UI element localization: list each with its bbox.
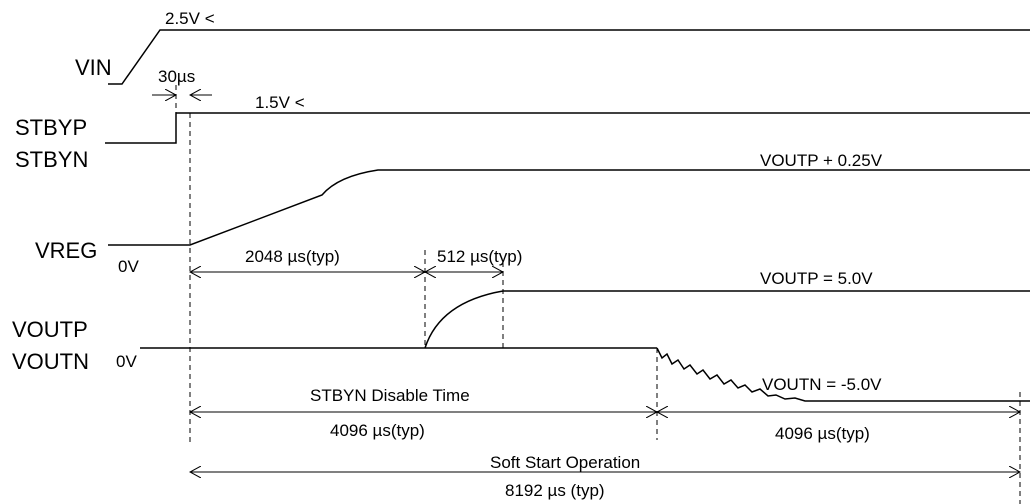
- voutp-wave: [140, 290, 1030, 349]
- timing-label: STBYN Disable Time: [310, 386, 470, 405]
- stby-wave: [105, 112, 1030, 144]
- voutn-wave: [656, 347, 1030, 402]
- signal-label: VOUTN: [12, 349, 89, 374]
- timing-label: 30µs: [158, 67, 195, 86]
- vreg-wave: [108, 169, 1030, 246]
- level-label: VOUTN = -5.0V: [762, 375, 882, 394]
- level-label: VOUTP = 5.0V: [760, 269, 873, 288]
- timing-label: 4096 µs(typ): [775, 424, 870, 443]
- level-label: 2.5V <: [165, 9, 215, 28]
- vin-wave: [108, 29, 1030, 85]
- timing-label: 512 µs(typ): [437, 247, 522, 266]
- signal-label: STBYP: [15, 115, 87, 140]
- signal-label: VOUTP: [12, 317, 88, 342]
- signal-label: VIN: [75, 55, 112, 80]
- timing-label: 2048 µs(typ): [245, 247, 340, 266]
- level-label: 1.5V <: [255, 93, 305, 112]
- timing-label: 8192 µs (typ): [505, 481, 605, 500]
- signal-label: VREG: [35, 238, 97, 263]
- level-label: 0V: [118, 257, 139, 276]
- arrows: [152, 95, 1020, 472]
- guide: [175, 85, 1021, 504]
- timing-label: Soft Start Operation: [490, 453, 640, 472]
- timing-label: 4096 µs(typ): [330, 421, 425, 440]
- waveforms: [105, 29, 1030, 402]
- dashed-guides: [175, 85, 1021, 504]
- level-label: 0V: [116, 352, 137, 371]
- signal-label: STBYN: [15, 147, 88, 172]
- level-label: VOUTP + 0.25V: [760, 151, 883, 170]
